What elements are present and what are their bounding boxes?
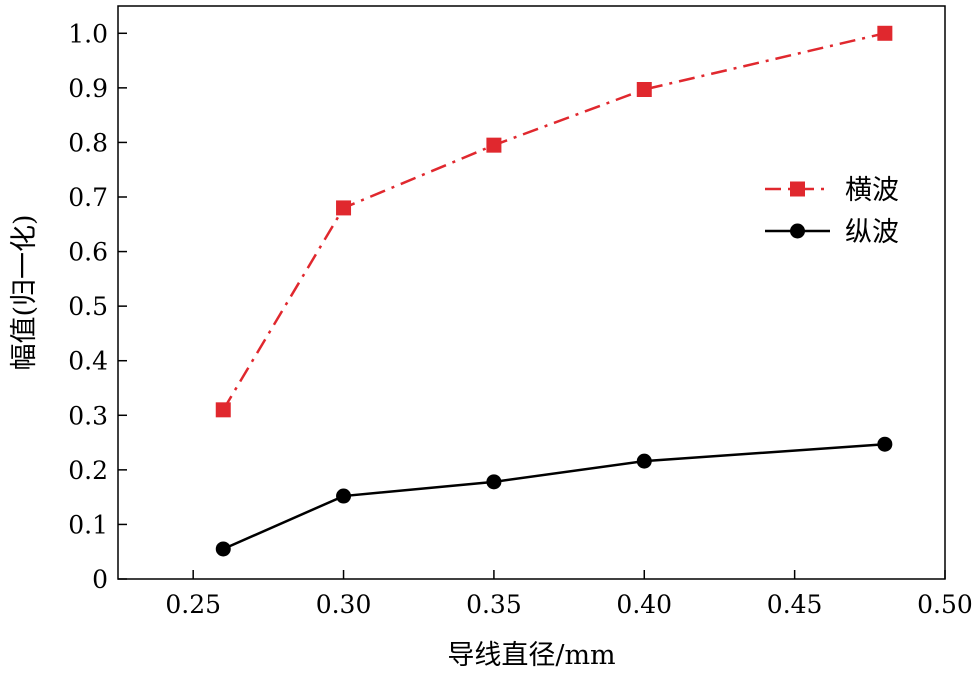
y-tick-label: 0.8 [68,128,108,157]
y-tick-label: 0.2 [68,456,108,485]
y-tick-label: 0.9 [68,74,108,103]
data-point-circle [336,488,352,504]
legend-marker-longitudinal [790,223,805,239]
data-point-circle [215,541,231,557]
x-tick-label: 0.35 [466,590,522,619]
data-point-square [486,137,502,153]
data-point-circle [636,453,652,469]
x-tick-label: 0.30 [316,590,372,619]
x-tick-label: 0.45 [767,590,823,619]
data-point-circle [486,474,502,490]
data-series [215,25,893,557]
axis-ticks: 0.25 0.30 0.35 0.40 0.45 0.50 0 0.1 0.2 0.3 0.4 0.5… [68,19,973,619]
data-point-square [215,402,231,418]
y-tick-label: 0.7 [68,183,108,212]
x-tick-label: 0.50 [917,590,973,619]
plot-frame [117,5,946,580]
y-tick-label: 0.4 [68,347,108,376]
y-tick-label: 0.5 [68,292,108,321]
data-point-circle [877,436,893,452]
y-tick-label: 1.0 [68,19,108,48]
data-point-square [336,200,352,216]
series-line-0 [222,32,886,411]
x-axis-title: 导线直径/mm [447,640,615,671]
x-tick-label: 0.25 [165,590,221,619]
legend-label-longitudinal: 纵波 [845,217,899,248]
legend: 横波 纵波 [765,175,899,248]
data-point-square [877,25,893,41]
legend-label-transverse: 横波 [845,175,899,206]
y-axis-title: 幅值(归一化) [9,214,40,370]
data-point-square [636,81,652,97]
y-tick-label: 0.1 [68,510,108,539]
y-tick-label: 0 [92,565,108,594]
legend-marker-transverse [790,181,805,197]
y-tick-label: 0.6 [68,238,108,267]
series-line-1 [222,442,885,551]
x-tick-label: 0.40 [616,590,672,619]
y-tick-label: 0.3 [68,401,108,430]
plot-area [117,5,946,580]
